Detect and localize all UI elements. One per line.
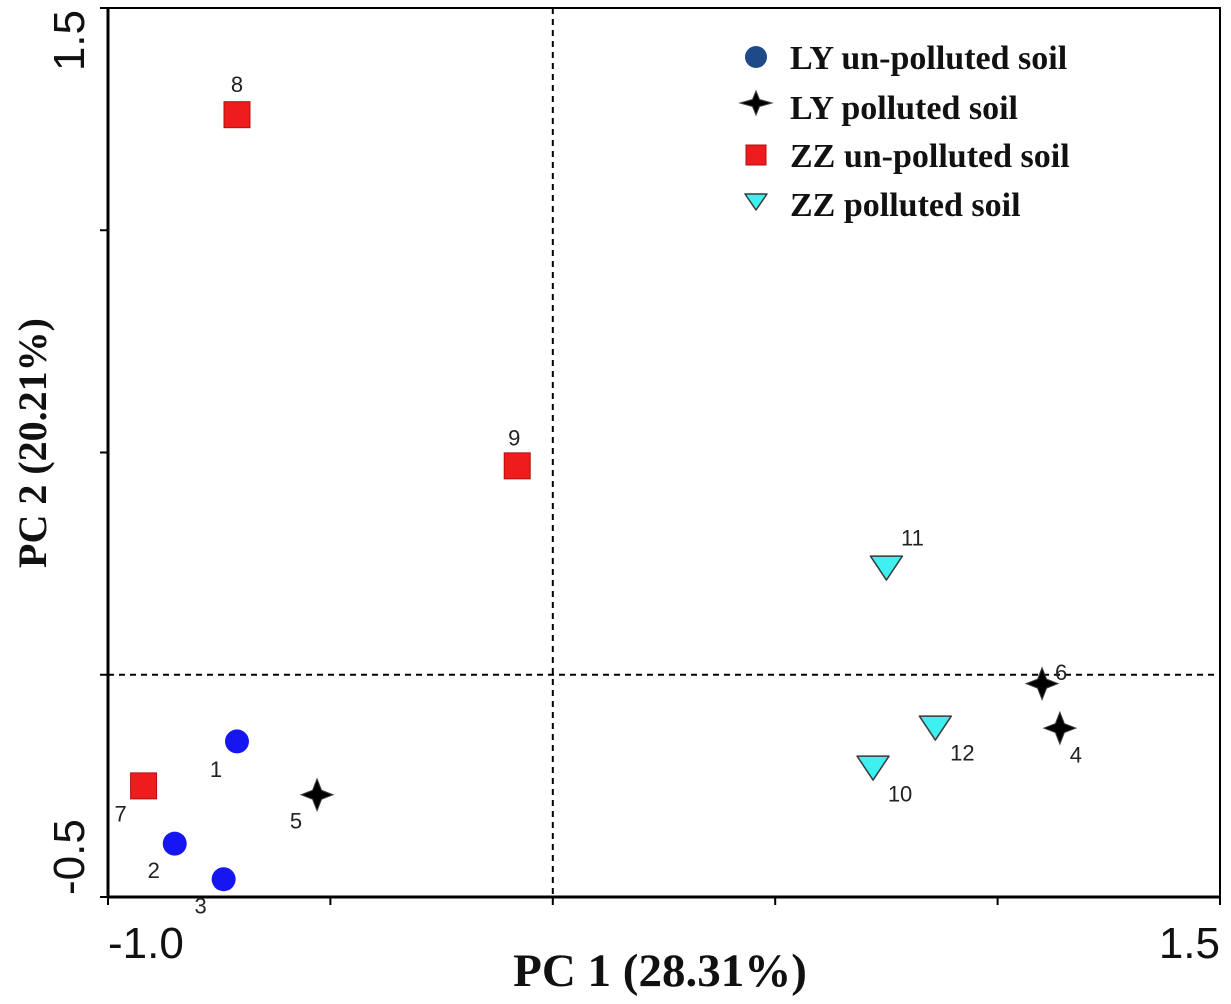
ly-un-polluted-soil-point-3 — [211, 867, 236, 892]
data-points — [130, 101, 1078, 892]
y-tick-label: -0.5 — [45, 819, 94, 895]
legend-label: ZZ un-polluted soil — [790, 138, 1070, 175]
point-label-6: 6 — [1055, 660, 1067, 685]
legend-label: LY polluted soil — [790, 90, 1018, 127]
legend-label: LY un-polluted soil — [790, 40, 1067, 77]
axis-tick-labels: -1.0 1.5 1.5 -0.5 — [45, 10, 1220, 968]
point-label-5: 5 — [290, 808, 302, 833]
ly-un-polluted-soil-point-2 — [162, 831, 187, 856]
zz-polluted-soil-point-10 — [856, 755, 890, 781]
legend-square-marker — [745, 144, 767, 166]
ly-polluted-soil-point-5 — [299, 777, 335, 813]
point-label-4: 4 — [1070, 743, 1082, 768]
ly-un-polluted-soil-point-1 — [224, 729, 249, 754]
legend-triangle-down-marker — [744, 193, 768, 211]
legend-entry-zz-polluted-soil: ZZ polluted soil — [744, 187, 1021, 224]
point-label-2: 2 — [148, 858, 160, 883]
point-label-10: 10 — [888, 782, 912, 807]
point-label-3: 3 — [195, 894, 207, 919]
zz-un-polluted-soil-point-8 — [223, 101, 251, 129]
x-axis-title: PC 1 (28.31%) — [513, 945, 807, 997]
point-label-9: 9 — [508, 425, 520, 450]
x-tick-label: -1.0 — [108, 919, 184, 968]
axis-ticks — [100, 7, 1221, 905]
y-axis-title: PC 2 (20.21%) — [10, 318, 55, 568]
legend-circle-marker — [745, 46, 767, 68]
zz-polluted-soil-point-12 — [918, 715, 953, 741]
point-label-1: 1 — [210, 757, 222, 782]
legend-entry-zz-un-polluted-soil: ZZ un-polluted soil — [745, 138, 1070, 175]
point-label-7: 7 — [114, 801, 126, 826]
point-label-8: 8 — [231, 72, 243, 97]
y-tick-label: 1.5 — [45, 10, 94, 71]
legend: LY un-polluted soil LY polluted soil ZZ un… — [738, 40, 1070, 224]
zz-un-polluted-soil-point-7 — [130, 772, 158, 800]
ly-polluted-soil-point-6 — [1024, 666, 1060, 702]
point-label-11: 11 — [901, 526, 924, 551]
point-label-12: 12 — [950, 741, 974, 766]
zz-polluted-soil-point-11 — [869, 555, 904, 581]
legend-label: ZZ polluted soil — [790, 187, 1021, 224]
ly-polluted-soil-point-4 — [1042, 710, 1078, 746]
zz-un-polluted-soil-point-9 — [503, 452, 531, 480]
legend-entry-ly-polluted-soil: LY polluted soil — [738, 89, 1018, 127]
legend-entry-ly-un-polluted-soil: LY un-polluted soil — [745, 40, 1067, 77]
x-tick-label: 1.5 — [1159, 919, 1220, 968]
zero-reference-lines — [108, 8, 1220, 897]
legend-star-marker — [738, 89, 774, 117]
